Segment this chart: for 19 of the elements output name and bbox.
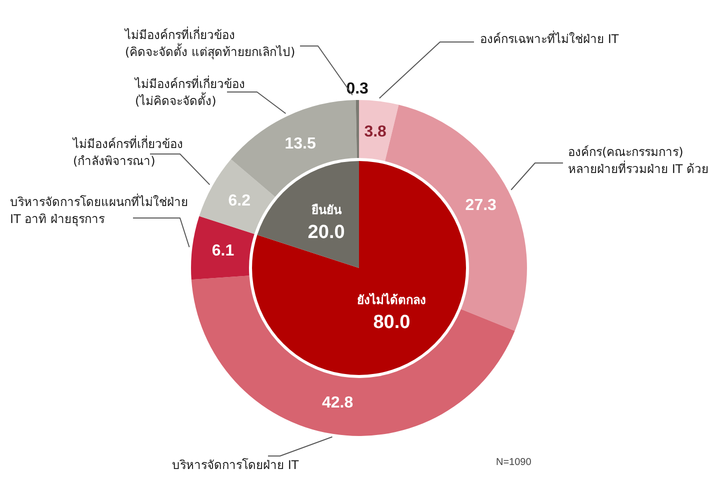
- data-label: 13.5: [284, 136, 316, 153]
- slice-label: องค์กร(คณะกรรมการ) หลายฝ่ายที่รวมฝ่าย IT ด้วย: [568, 145, 708, 176]
- data-label: 80.0: [373, 312, 410, 334]
- data-label: 0.3: [346, 80, 369, 98]
- slice-label: ไม่มีองค์กรที่เกี่ยวข้อง (คิดจะจัดตั้ง แต่สุดท้ายยกเลิกไป): [124, 26, 296, 60]
- slice-label: บริหารจัดการโดยฝ่าย IT: [172, 458, 300, 472]
- slice-label: ไม่มีองค์กรที่เกี่ยวข้อง (กำลังพิจารณา): [72, 135, 183, 168]
- data-label: 3.8: [364, 123, 387, 140]
- data-label: 42.8: [322, 394, 354, 412]
- slice-label: ยืนยัน: [311, 203, 342, 218]
- slice-label: ยังไม่ได้ตกลง: [357, 292, 426, 308]
- slice-label: ไม่มีองค์กรที่เกี่ยวข้อง (ไม่คิดจะจัดตั้ง): [134, 75, 245, 108]
- data-label: 6.2: [228, 192, 251, 210]
- data-label: 20.0: [308, 222, 345, 244]
- data-label: 27.3: [465, 196, 497, 214]
- data-label: 6.1: [212, 242, 234, 260]
- slice-label: องค์กรเฉพาะที่ไม่ใช่ฝ่าย IT: [480, 30, 620, 46]
- slice-label: บริหารจัดการโดยแผนกที่ไม่ใช่ฝ่าย IT อาทิ ฝ่ายธุรการ: [10, 193, 188, 228]
- text: N=1090: [496, 456, 532, 468]
